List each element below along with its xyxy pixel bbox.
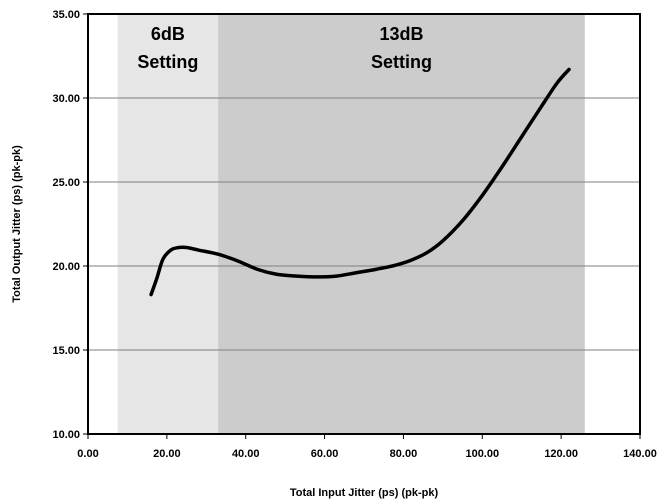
series-0-point-23 (521, 136, 523, 138)
series-0-point-10 (276, 273, 278, 275)
y-tick-label-5: 35.00 (52, 9, 80, 21)
series-0-point-25 (556, 82, 558, 84)
y-tick-label-4: 30.00 (52, 93, 80, 105)
x-tick-label-0: 0.00 (77, 448, 98, 460)
region-band-1 (218, 14, 585, 434)
series-0-point-6 (197, 249, 199, 251)
y-tick-label-1: 15.00 (52, 345, 80, 357)
series-0-point-4 (178, 247, 180, 249)
series-0-point-13 (335, 275, 337, 277)
x-tick-label-7: 140.00 (623, 448, 657, 460)
x-tick-label-1: 20.00 (153, 448, 181, 460)
region-label-0-line1: 6dB (151, 24, 185, 44)
y-tick-label-3: 25.00 (52, 177, 80, 189)
series-0-point-21 (481, 194, 483, 196)
x-tick-label-6: 120.00 (544, 448, 578, 460)
series-0-point-24 (540, 105, 542, 107)
y-axis-ticks: 10.00 15.00 20.00 25.00 30.00 35.00 (52, 9, 88, 441)
region-band-0 (117, 14, 219, 434)
series-0-point-1 (156, 277, 158, 279)
y-axis-title: Total Output Jitter (ps) (pk-pk) (11, 145, 23, 303)
x-tick-label-5: 100.00 (465, 448, 499, 460)
series-0-point-9 (257, 268, 259, 270)
series-0-point-5 (186, 247, 188, 249)
region-label-0-line2: Setting (137, 52, 198, 72)
y-tick-label-0: 10.00 (52, 429, 80, 441)
x-tick-label-2: 40.00 (232, 448, 260, 460)
x-axis-ticks: 0.00 20.00 40.00 60.00 80.00 100.00 120.00 140.… (77, 434, 657, 460)
region-label-1-line1: 13dB (379, 24, 423, 44)
series-0-point-17 (410, 259, 412, 261)
y-tick-label-2: 20.00 (52, 261, 80, 273)
series-0-point-16 (395, 264, 397, 266)
series-0-point-19 (442, 240, 444, 242)
series-0-point-8 (237, 260, 239, 262)
x-tick-label-4: 80.00 (390, 448, 418, 460)
series-0-point-14 (355, 272, 357, 274)
x-axis-title: Total Input Jitter (ps) (pk-pk) (290, 487, 439, 499)
plot-area-frame (87, 13, 641, 435)
series-0-point-12 (316, 276, 318, 278)
series-0-point-2 (162, 258, 164, 260)
series-layer (149, 67, 571, 297)
series-0-point-0 (150, 294, 152, 296)
series-0-point-26 (568, 68, 570, 70)
series-0-point-18 (426, 252, 428, 254)
series-0-point-11 (296, 275, 298, 277)
region-label-1-line2: Setting (371, 52, 432, 72)
series-0-point-3 (170, 249, 172, 251)
shaded-regions: 6dB Setting 13dB Setting (117, 14, 585, 434)
series-0-point-22 (501, 166, 503, 168)
x-tick-label-3: 60.00 (311, 448, 339, 460)
series-0-point-15 (375, 268, 377, 270)
series-0-point-20 (462, 220, 464, 222)
series-0-point-7 (217, 253, 219, 255)
